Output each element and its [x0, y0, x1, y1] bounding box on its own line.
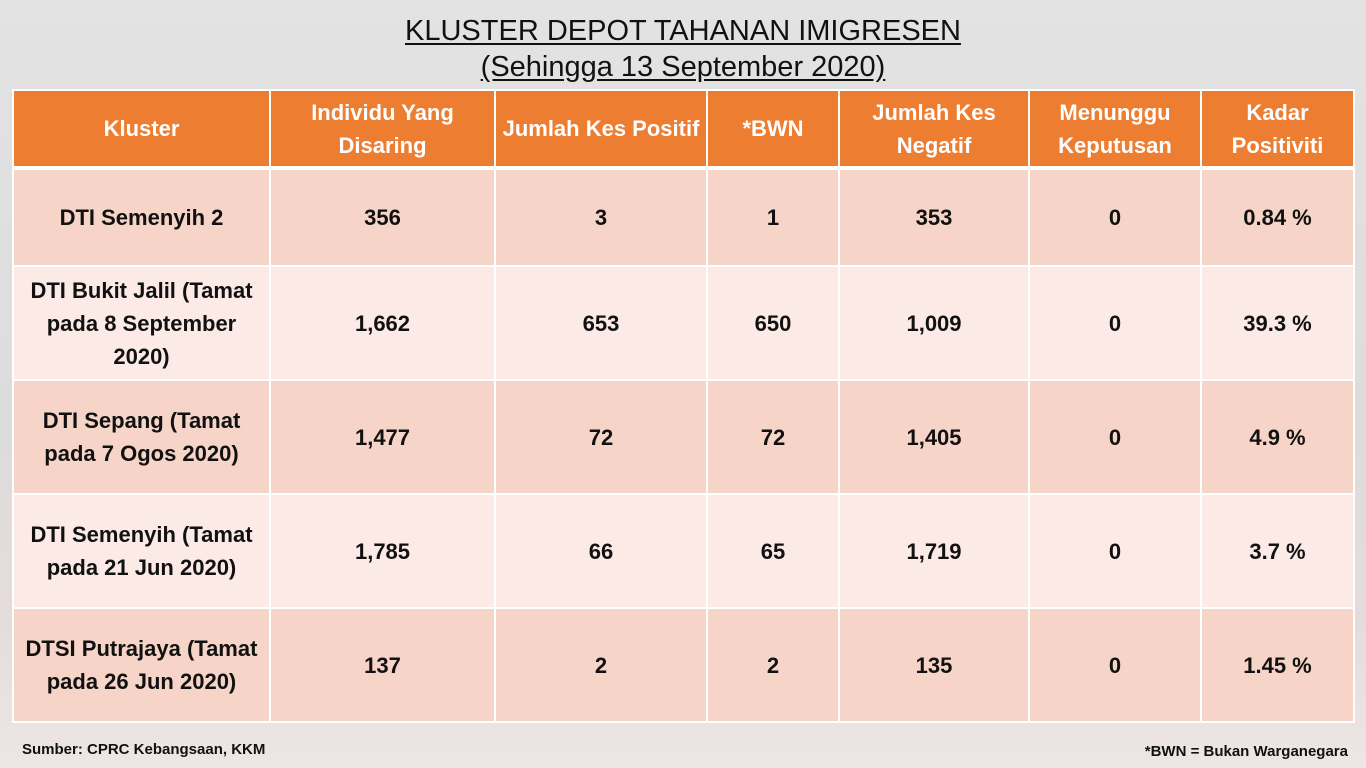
cell-kadar: 3.7 %: [1200, 493, 1355, 609]
column-header-positif: Jumlah Kes Positif: [494, 89, 708, 170]
table-row: DTI Semenyih (Tamat pada 21 Jun 2020) 1,…: [12, 493, 1355, 609]
cell-menunggu: 0: [1028, 493, 1202, 609]
cell-kluster: DTSI Putrajaya (Tamat pada 26 Jun 2020): [12, 607, 271, 723]
cell-kadar: 39.3 %: [1200, 265, 1355, 381]
cell-disaring: 1,785: [269, 493, 496, 609]
cell-bwn: 65: [706, 493, 840, 609]
cell-menunggu: 0: [1028, 167, 1202, 267]
cell-positif: 3: [494, 167, 708, 267]
source-note: Sumber: CPRC Kebangsaan, KKM: [22, 741, 266, 758]
cell-kluster: DTI Bukit Jalil (Tamat pada 8 September …: [12, 265, 271, 381]
cell-negatif: 135: [838, 607, 1030, 723]
column-header-bwn: *BWN: [706, 89, 840, 170]
cell-kluster: DTI Sepang (Tamat pada 7 Ogos 2020): [12, 379, 271, 495]
cell-menunggu: 0: [1028, 379, 1202, 495]
cell-kadar: 0.84 %: [1200, 167, 1355, 267]
column-header-menunggu: Menunggu Keputusan: [1028, 89, 1202, 170]
bwn-footnote: *BWN = Bukan Warganegara: [1144, 743, 1348, 760]
table-row: DTSI Putrajaya (Tamat pada 26 Jun 2020) …: [12, 607, 1355, 723]
cell-kluster: DTI Semenyih (Tamat pada 21 Jun 2020): [12, 493, 271, 609]
table-header-row: Kluster Individu Yang Disaring Jumlah Ke…: [12, 89, 1355, 170]
cell-disaring: 1,662: [269, 265, 496, 381]
column-header-negatif: Jumlah Kes Negatif: [838, 89, 1030, 170]
cell-disaring: 137: [269, 607, 496, 723]
cell-bwn: 2: [706, 607, 840, 723]
cluster-table: Kluster Individu Yang Disaring Jumlah Ke…: [12, 89, 1355, 723]
cell-bwn: 1: [706, 167, 840, 267]
cell-menunggu: 0: [1028, 607, 1202, 723]
column-header-kluster: Kluster: [12, 89, 271, 170]
cell-bwn: 72: [706, 379, 840, 495]
table-row: DTI Sepang (Tamat pada 7 Ogos 2020) 1,47…: [12, 379, 1355, 495]
cell-positif: 72: [494, 379, 708, 495]
cell-disaring: 1,477: [269, 379, 496, 495]
cell-negatif: 1,009: [838, 265, 1030, 381]
column-header-disaring: Individu Yang Disaring: [269, 89, 496, 170]
cell-positif: 2: [494, 607, 708, 723]
page-title: KLUSTER DEPOT TAHANAN IMIGRESEN: [405, 15, 961, 47]
column-header-kadar: Kadar Positiviti: [1200, 89, 1355, 170]
table-row: DTI Semenyih 2 356 3 1 353 0 0.84 %: [12, 167, 1355, 267]
cell-negatif: 1,719: [838, 493, 1030, 609]
cell-positif: 66: [494, 493, 708, 609]
cell-negatif: 1,405: [838, 379, 1030, 495]
cell-kluster: DTI Semenyih 2: [12, 167, 271, 267]
table-row: DTI Bukit Jalil (Tamat pada 8 September …: [12, 265, 1355, 381]
cell-kadar: 4.9 %: [1200, 379, 1355, 495]
cell-kadar: 1.45 %: [1200, 607, 1355, 723]
cell-bwn: 650: [706, 265, 840, 381]
cell-disaring: 356: [269, 167, 496, 267]
cell-menunggu: 0: [1028, 265, 1202, 381]
cell-positif: 653: [494, 265, 708, 381]
cell-negatif: 353: [838, 167, 1030, 267]
page-subtitle: (Sehingga 13 September 2020): [480, 51, 886, 83]
